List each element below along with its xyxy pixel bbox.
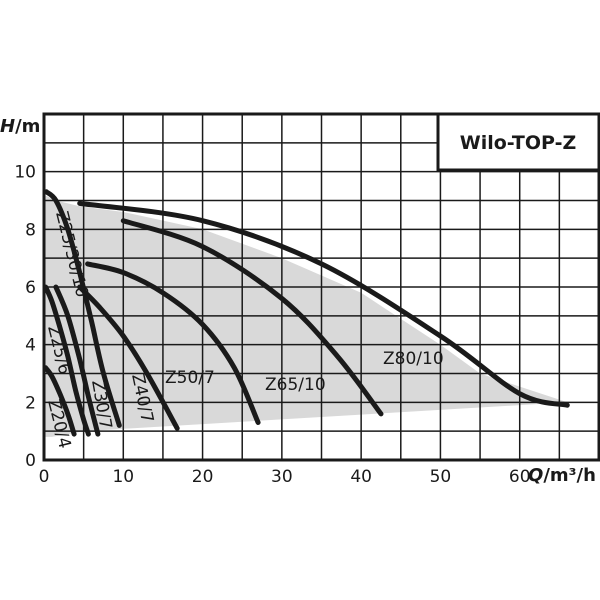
curve-z20-4 [44, 365, 77, 437]
curve-z30-7 [53, 284, 101, 437]
y-axis-title: H/m [0, 116, 40, 137]
curve-z25-6 [44, 284, 91, 437]
x-axis-variable: Q [528, 465, 543, 486]
x-tick-label: 30 [271, 467, 293, 487]
x-axis-unit: /m³/h [543, 465, 596, 486]
title-box [436, 112, 600, 172]
curve-z40-7 [77, 284, 180, 431]
x-axis-title: Q/m³/h [528, 465, 596, 486]
x-tick-labels: 0 10 20 30 40 50 60 [39, 467, 531, 487]
label-z80-10: Z80/10 [383, 349, 444, 369]
curve-z30-10 [44, 189, 122, 428]
y-tick-label: 0 [25, 451, 36, 471]
y-tick-label: 8 [25, 220, 36, 240]
label-z65-10: Z65/10 [265, 375, 326, 395]
y-axis-variable: H [0, 116, 15, 137]
label-z50-7: Z50/7 [165, 368, 215, 388]
plot-frame [42, 112, 600, 462]
x-tick-label: 20 [192, 467, 214, 487]
y-tick-label: 6 [25, 278, 36, 298]
x-tick-label: 10 [112, 467, 134, 487]
chart-title: Wilo-TOP-Z [460, 132, 577, 154]
pump-curves [44, 189, 570, 437]
x-tick-label: 60 [509, 467, 531, 487]
y-axis-unit: /m [15, 116, 40, 137]
x-tick-label: 50 [430, 467, 452, 487]
curve-z50-7 [85, 261, 261, 425]
curve-z80-10 [77, 200, 570, 408]
y-tick-label: 4 [25, 336, 36, 356]
x-tick-label: 0 [39, 467, 50, 487]
grid [44, 114, 599, 460]
curve-z65-10 [120, 218, 384, 417]
y-tick-label: 10 [14, 163, 36, 183]
x-tick-label: 40 [350, 467, 372, 487]
y-tick-labels: 0 2 4 6 8 10 [14, 163, 36, 471]
y-tick-label: 2 [25, 393, 36, 413]
